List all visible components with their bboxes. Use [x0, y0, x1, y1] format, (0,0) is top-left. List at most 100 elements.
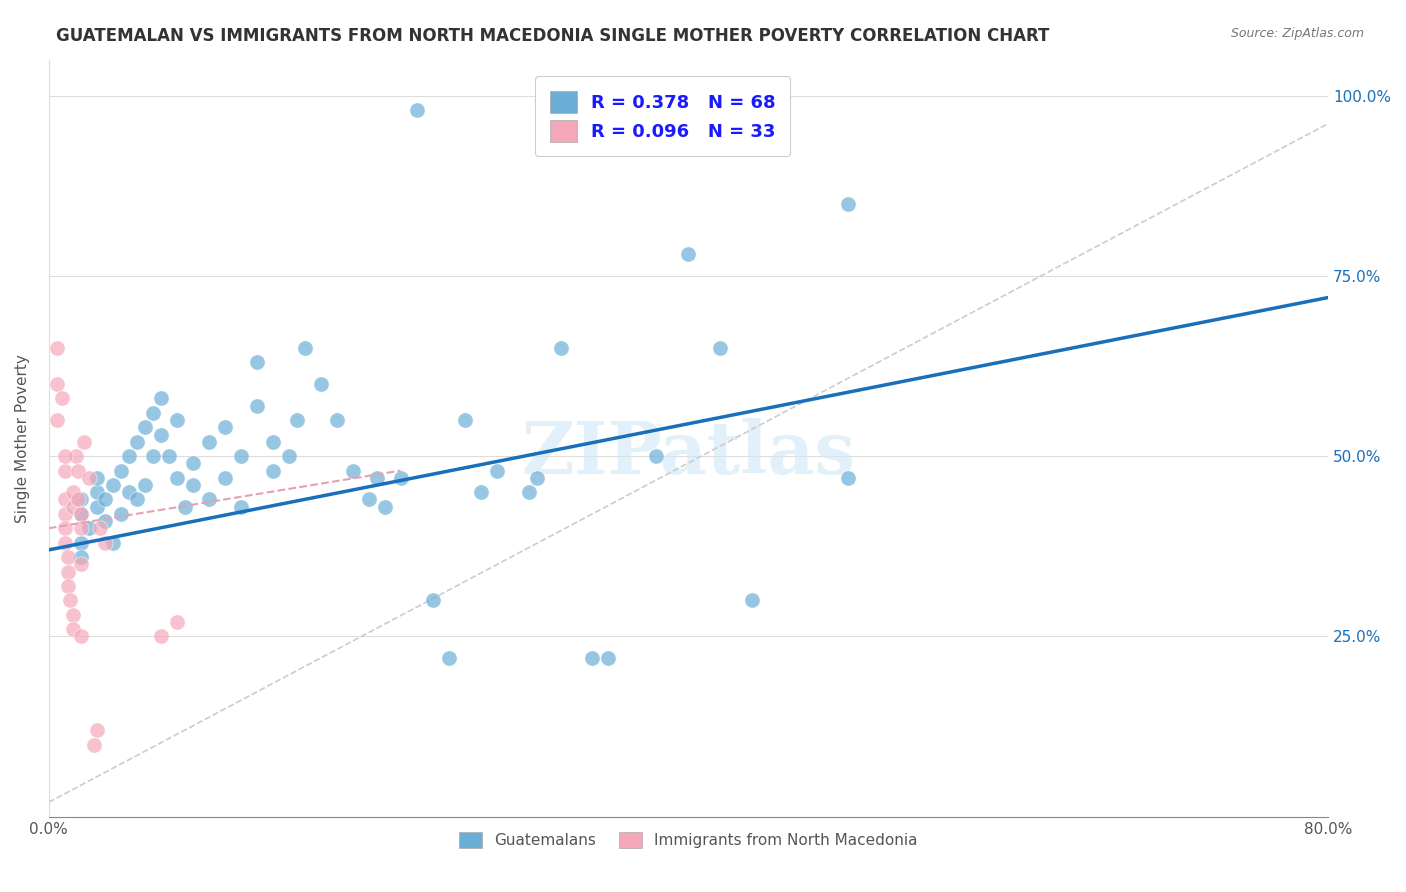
- Point: [526, 471, 548, 485]
- Point: [181, 456, 204, 470]
- Point: [110, 464, 132, 478]
- Point: [598, 651, 620, 665]
- Point: [53, 507, 76, 521]
- Point: [118, 485, 141, 500]
- Point: [294, 341, 316, 355]
- Point: [197, 434, 219, 449]
- Point: [422, 593, 444, 607]
- Point: [229, 500, 252, 514]
- Point: [69, 492, 91, 507]
- Point: [134, 420, 156, 434]
- Legend: Guatemalans, Immigrants from North Macedonia: Guatemalans, Immigrants from North Maced…: [453, 826, 924, 855]
- Point: [69, 550, 91, 565]
- Point: [66, 492, 89, 507]
- Point: [149, 629, 172, 643]
- Point: [157, 449, 180, 463]
- Point: [53, 492, 76, 507]
- Point: [645, 449, 668, 463]
- Point: [437, 651, 460, 665]
- Point: [45, 341, 67, 355]
- Point: [53, 521, 76, 535]
- Point: [246, 399, 269, 413]
- Point: [45, 413, 67, 427]
- Point: [89, 521, 111, 535]
- Point: [86, 485, 108, 500]
- Point: [550, 341, 572, 355]
- Point: [246, 355, 269, 369]
- Point: [118, 449, 141, 463]
- Point: [69, 521, 91, 535]
- Point: [709, 341, 731, 355]
- Point: [77, 471, 100, 485]
- Point: [389, 471, 412, 485]
- Point: [56, 565, 79, 579]
- Point: [62, 500, 84, 514]
- Point: [58, 593, 80, 607]
- Y-axis label: Single Mother Poverty: Single Mother Poverty: [15, 354, 30, 523]
- Point: [69, 507, 91, 521]
- Point: [214, 420, 236, 434]
- Point: [86, 471, 108, 485]
- Point: [262, 434, 284, 449]
- Point: [142, 406, 165, 420]
- Point: [53, 464, 76, 478]
- Point: [214, 471, 236, 485]
- Point: [366, 471, 388, 485]
- Point: [678, 247, 700, 261]
- Point: [197, 492, 219, 507]
- Point: [83, 738, 105, 752]
- Point: [533, 103, 555, 117]
- Point: [470, 485, 492, 500]
- Point: [134, 478, 156, 492]
- Point: [73, 434, 96, 449]
- Point: [110, 507, 132, 521]
- Point: [66, 464, 89, 478]
- Point: [142, 449, 165, 463]
- Text: ZIPatlas: ZIPatlas: [522, 417, 855, 489]
- Point: [69, 535, 91, 549]
- Point: [77, 521, 100, 535]
- Point: [285, 413, 308, 427]
- Point: [51, 392, 73, 406]
- Point: [56, 550, 79, 565]
- Point: [374, 500, 396, 514]
- Point: [101, 478, 124, 492]
- Point: [101, 535, 124, 549]
- Point: [166, 413, 188, 427]
- Point: [86, 500, 108, 514]
- Point: [149, 427, 172, 442]
- Point: [69, 629, 91, 643]
- Point: [69, 558, 91, 572]
- Point: [86, 723, 108, 738]
- Point: [149, 392, 172, 406]
- Point: [56, 579, 79, 593]
- Point: [65, 449, 87, 463]
- Point: [166, 471, 188, 485]
- Point: [837, 471, 859, 485]
- Point: [53, 535, 76, 549]
- Point: [325, 413, 347, 427]
- Point: [93, 492, 115, 507]
- Point: [166, 615, 188, 629]
- Point: [69, 507, 91, 521]
- Point: [125, 492, 148, 507]
- Point: [262, 464, 284, 478]
- Point: [62, 485, 84, 500]
- Point: [277, 449, 299, 463]
- Point: [342, 464, 364, 478]
- Point: [229, 449, 252, 463]
- Point: [357, 492, 380, 507]
- Point: [741, 593, 763, 607]
- Point: [93, 514, 115, 528]
- Text: GUATEMALAN VS IMMIGRANTS FROM NORTH MACEDONIA SINGLE MOTHER POVERTY CORRELATION : GUATEMALAN VS IMMIGRANTS FROM NORTH MACE…: [56, 27, 1050, 45]
- Point: [485, 464, 508, 478]
- Point: [45, 377, 67, 392]
- Point: [173, 500, 195, 514]
- Point: [837, 196, 859, 211]
- Point: [93, 535, 115, 549]
- Point: [581, 651, 603, 665]
- Text: Source: ZipAtlas.com: Source: ZipAtlas.com: [1230, 27, 1364, 40]
- Point: [517, 485, 540, 500]
- Point: [53, 449, 76, 463]
- Point: [62, 622, 84, 636]
